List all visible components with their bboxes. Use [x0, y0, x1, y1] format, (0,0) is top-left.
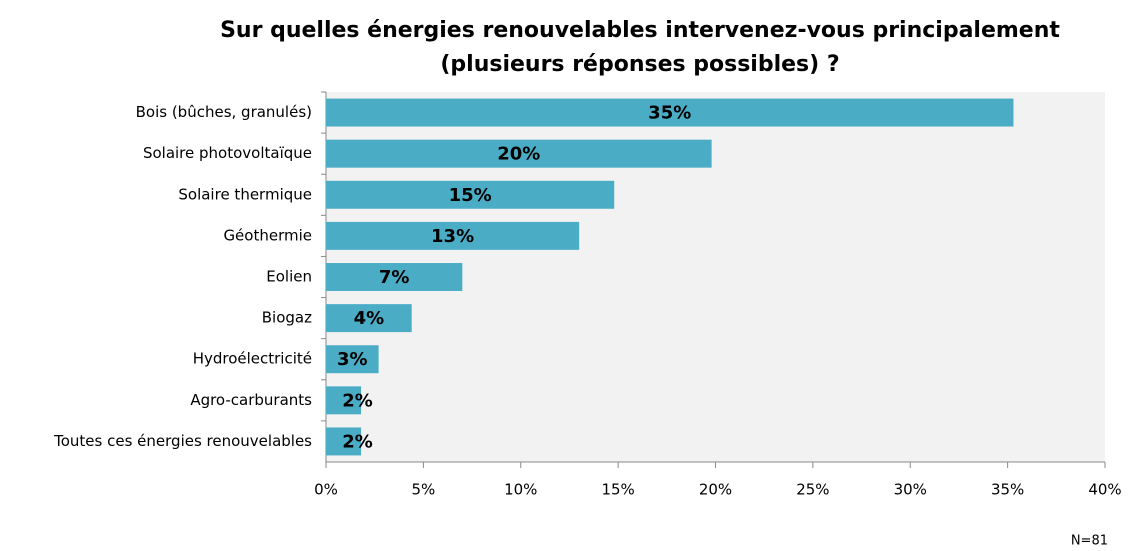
x-tick-label: 20% — [699, 481, 732, 499]
value-label: 13% — [431, 226, 474, 247]
y-tick-label: Solaire photovoltaïque — [143, 144, 312, 162]
bar — [326, 386, 362, 415]
value-label: 7% — [379, 267, 410, 288]
bar — [326, 263, 463, 291]
y-tick-label: Agro-carburants — [190, 391, 312, 409]
value-label: 2% — [342, 431, 373, 452]
x-tick-label: 25% — [796, 481, 829, 499]
value-label: 4% — [354, 308, 385, 329]
value-label: 20% — [497, 144, 540, 165]
value-label: 3% — [337, 349, 368, 370]
y-tick-label: Bois (bûches, granulés) — [136, 103, 312, 121]
annotation: N=81 — [1071, 534, 1108, 549]
value-label: 35% — [648, 103, 691, 124]
x-tick-label: 30% — [894, 481, 927, 499]
chart-title: Sur quelles énergies renouvelables inter… — [220, 18, 1060, 43]
y-tick-label: Solaire thermique — [178, 185, 312, 203]
bar — [326, 98, 1014, 127]
value-label: 2% — [342, 390, 373, 411]
chart-title: (plusieurs réponses possibles) ? — [440, 52, 839, 77]
value-label: 15% — [449, 185, 492, 206]
y-tick-label: Toutes ces énergies renouvelables — [53, 432, 312, 450]
y-tick-label: Hydroélectricité — [193, 350, 312, 368]
y-tick-label: Eolien — [266, 268, 312, 286]
bar — [326, 304, 412, 333]
y-tick-label: Biogaz — [262, 309, 312, 327]
bar — [326, 139, 712, 168]
x-tick-label: 15% — [601, 481, 634, 499]
bar — [326, 427, 362, 456]
y-tick-label: Géothermie — [223, 226, 312, 244]
x-tick-label: 10% — [504, 481, 537, 499]
x-tick-label: 40% — [1088, 481, 1121, 499]
bar — [326, 180, 615, 209]
x-tick-label: 0% — [314, 481, 338, 499]
bar — [326, 221, 580, 250]
x-tick-label: 35% — [991, 481, 1024, 499]
x-tick-label: 5% — [411, 481, 435, 499]
bar — [326, 345, 379, 374]
